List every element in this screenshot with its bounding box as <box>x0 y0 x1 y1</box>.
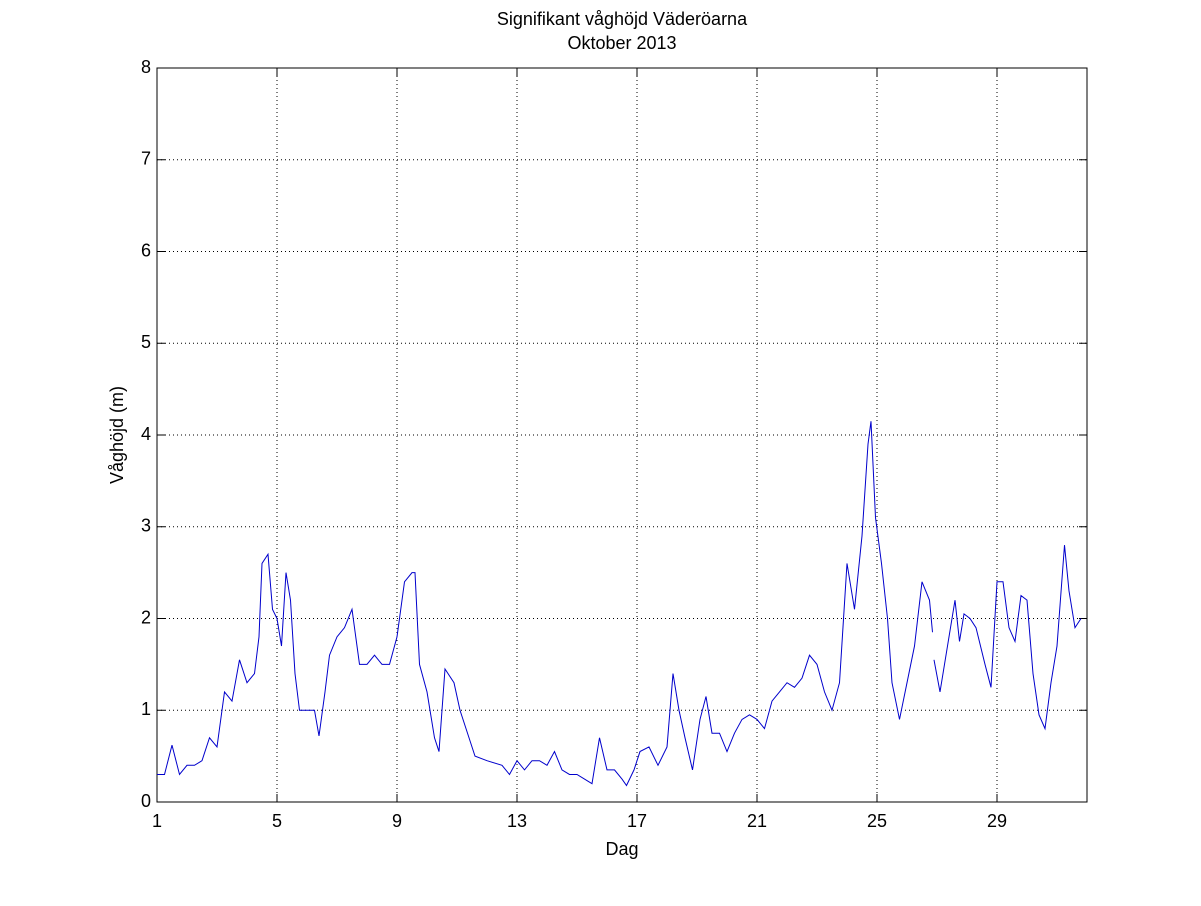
y-tick-label: 1 <box>141 699 151 719</box>
x-tick-label: 25 <box>867 811 887 831</box>
data-line <box>157 421 1082 787</box>
x-tick-label: 13 <box>507 811 527 831</box>
x-tick-label: 17 <box>627 811 647 831</box>
y-tick-label: 7 <box>141 149 151 169</box>
y-tick-label: 4 <box>141 424 151 444</box>
chart-title: Signifikant våghöjd Väderöarna <box>497 9 748 29</box>
x-tick-label: 21 <box>747 811 767 831</box>
y-tick-label: 8 <box>141 57 151 77</box>
chart-subtitle: Oktober 2013 <box>567 33 676 53</box>
x-tick-label: 9 <box>392 811 402 831</box>
y-tick-label: 3 <box>141 516 151 536</box>
y-axis-label: Våghöjd (m) <box>107 386 127 484</box>
x-tick-label: 5 <box>272 811 282 831</box>
y-tick-label: 6 <box>141 240 151 260</box>
y-tick-label: 2 <box>141 607 151 627</box>
y-tick-label: 0 <box>141 791 151 811</box>
x-axis-label: Dag <box>605 839 638 859</box>
x-tick-label: 29 <box>987 811 1007 831</box>
y-tick-label: 5 <box>141 332 151 352</box>
x-tick-label: 1 <box>152 811 162 831</box>
